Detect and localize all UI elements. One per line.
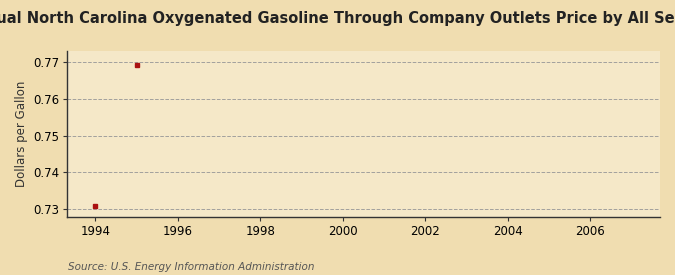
Text: Source: U.S. Energy Information Administration: Source: U.S. Energy Information Administ… [68, 262, 314, 272]
Y-axis label: Dollars per Gallon: Dollars per Gallon [15, 81, 28, 187]
Text: Annual North Carolina Oxygenated Gasoline Through Company Outlets Price by All S: Annual North Carolina Oxygenated Gasolin… [0, 11, 675, 26]
